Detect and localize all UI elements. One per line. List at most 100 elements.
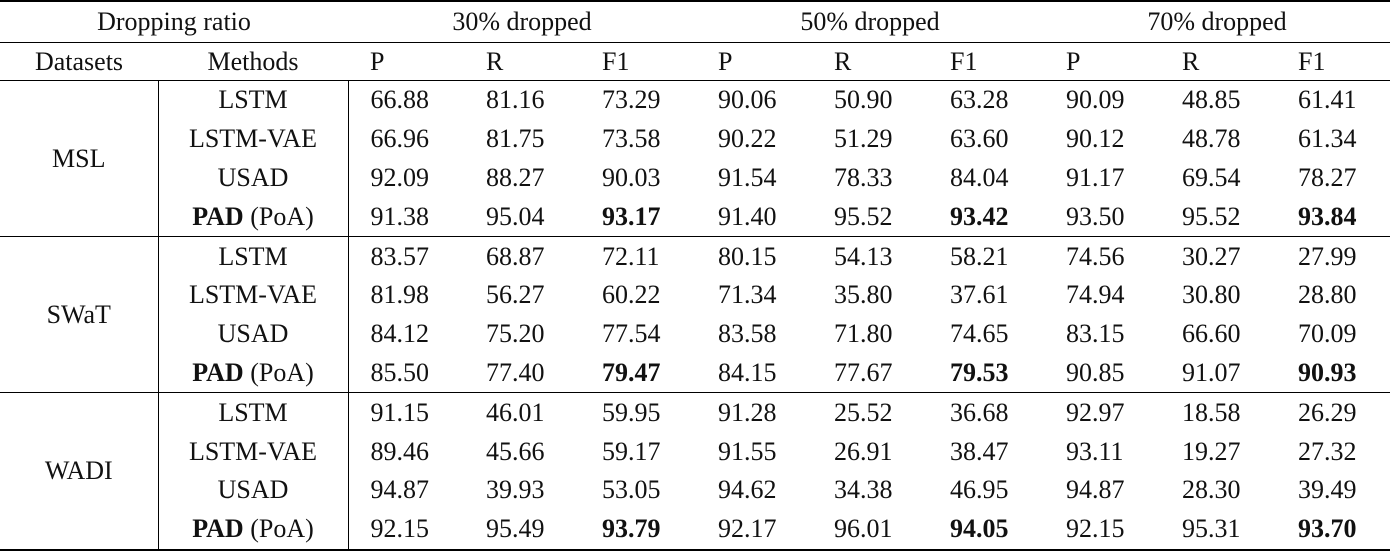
method-label: LSTM-VAE <box>188 436 318 466</box>
method-suffix: (PoA) <box>243 357 314 387</box>
metric-header: R <box>464 42 580 81</box>
metric-header: P <box>1044 42 1160 81</box>
value-cell: 91.07 <box>1182 357 1241 387</box>
value-cell: 90.22 <box>718 124 777 154</box>
value-cell: 70.09 <box>1298 319 1357 349</box>
value-cell: 73.29 <box>580 79 696 120</box>
value-cell: 96.01 <box>812 509 928 551</box>
value-cell: 94.87 <box>1066 475 1125 505</box>
value-cell: 69.54 <box>1182 162 1241 192</box>
value-cell: 95.52 <box>1182 201 1241 231</box>
value-cell: 93.70 <box>1276 509 1390 551</box>
value-cell: 25.52 <box>812 392 928 433</box>
table-row: SWaT LSTM 83.57 68.87 72.11 80.15 54.13 58.21 74… <box>0 236 1390 393</box>
method-name: PAD (PoA) <box>158 509 349 551</box>
value-cell: 91.15 <box>348 392 464 433</box>
value-cell: 37.61 <box>950 280 1009 310</box>
metric-header: F1 <box>928 42 1044 81</box>
value-cell: 74.65 <box>950 319 1009 349</box>
group-header-30: 30% dropped <box>348 0 696 43</box>
value-cell: 71.80 <box>834 319 893 349</box>
value-cell: 68.87 <box>464 236 580 276</box>
method-label: USAD <box>217 319 289 349</box>
value-cell: 79.47 <box>602 357 661 387</box>
value-cell: 59.17 <box>602 436 661 466</box>
value-cell: 91.55 <box>718 436 777 466</box>
value-cell: 48.78 <box>1182 124 1241 154</box>
metric-header: R <box>1160 42 1276 81</box>
value-cell: 77.54 <box>602 319 661 349</box>
table-row: USAD 84.12 75.20 77.54 83.58 71.80 74.65 83.15 6… <box>0 314 1390 354</box>
method-name: LSTM-VAE <box>158 119 349 159</box>
dataset-name: MSL <box>0 79 159 237</box>
value-cell: 91.28 <box>696 392 812 433</box>
datasets-header: Datasets <box>0 42 158 81</box>
table-row: PAD (PoA) 92.15 95.49 93.79 92.17 96.01 94.05 9… <box>0 509 1390 551</box>
metric-header: R <box>812 42 928 81</box>
metric-header: F1 <box>580 42 696 81</box>
header-row-metrics: Datasets Methods P R F1 P R F1 P R F1 <box>0 42 1390 81</box>
method-name: USAD <box>158 314 349 354</box>
method-label: PAD <box>192 514 244 544</box>
value-cell: 84.15 <box>718 357 777 387</box>
value-cell: 30.80 <box>1182 280 1241 310</box>
value-cell: 27.99 <box>1276 236 1390 276</box>
method-label: USAD <box>217 475 289 505</box>
method-name: LSTM-VAE <box>158 432 349 471</box>
value-cell: 93.79 <box>580 509 696 551</box>
value-cell: 93.11 <box>1066 436 1124 466</box>
value-cell: 66.96 <box>370 124 430 154</box>
value-cell: 92.15 <box>1044 509 1160 551</box>
value-cell: 28.30 <box>1182 475 1241 505</box>
value-cell: 73.58 <box>602 124 661 154</box>
method-label: LSTM-VAE <box>188 124 318 154</box>
value-cell: 59.95 <box>580 392 696 433</box>
method-label: USAD <box>217 162 289 192</box>
value-cell: 91.54 <box>718 162 777 192</box>
value-cell: 88.27 <box>486 162 545 192</box>
value-cell: 46.95 <box>950 475 1009 505</box>
dataset-name: SWaT <box>0 236 159 393</box>
value-cell: 27.32 <box>1298 436 1357 466</box>
value-cell: 74.56 <box>1044 236 1160 276</box>
value-cell: 91.17 <box>1066 162 1125 192</box>
value-cell: 94.87 <box>370 475 430 505</box>
value-cell: 78.33 <box>834 162 893 192</box>
value-cell: 71.34 <box>718 280 777 310</box>
method-name: PAD (PoA) <box>158 353 349 393</box>
value-cell: 28.80 <box>1298 280 1357 310</box>
method-suffix: (PoA) <box>243 201 314 231</box>
value-cell: 38.47 <box>950 436 1009 466</box>
methods-header: Methods <box>158 42 348 81</box>
metric-header: F1 <box>1276 42 1390 81</box>
value-cell: 93.42 <box>950 201 1009 231</box>
table-row: USAD 94.87 39.93 53.05 94.62 34.38 46.95 94.87 2… <box>0 470 1390 510</box>
value-cell: 90.09 <box>1044 79 1160 120</box>
value-cell: 95.31 <box>1160 509 1276 551</box>
method-label: LSTM-VAE <box>188 280 318 310</box>
value-cell: 26.29 <box>1276 392 1390 433</box>
value-cell: 66.60 <box>1182 319 1241 349</box>
value-cell: 19.27 <box>1182 436 1241 466</box>
value-cell: 78.27 <box>1298 162 1357 192</box>
value-cell: 95.52 <box>834 201 893 231</box>
table-row: PAD (PoA) 85.50 77.40 79.47 84.15 77.67 79.53 9… <box>0 353 1390 393</box>
value-cell: 90.03 <box>602 162 661 192</box>
header-row-groups: Dropping ratio 30% dropped 50% dropped 7… <box>0 0 1390 43</box>
metric-header: P <box>696 42 812 81</box>
table-body: MSL LSTM 66.88 81.16 73.29 90.06 50.90 63.28 90.… <box>0 79 1390 551</box>
table-row: LSTM-VAE 66.96 81.75 73.58 90.22 51.29 63.60 90… <box>0 119 1390 159</box>
value-cell: 18.58 <box>1160 392 1276 433</box>
value-cell: 92.17 <box>696 509 812 551</box>
value-cell: 77.67 <box>834 357 893 387</box>
value-cell: 77.40 <box>486 357 545 387</box>
value-cell: 92.09 <box>370 162 430 192</box>
method-label: LSTM <box>218 241 288 271</box>
value-cell: 66.88 <box>348 79 464 120</box>
value-cell: 89.46 <box>370 436 430 466</box>
value-cell: 92.15 <box>348 509 464 551</box>
value-cell: 83.15 <box>1066 319 1125 349</box>
method-name: LSTM <box>158 392 349 433</box>
value-cell: 85.50 <box>370 357 430 387</box>
